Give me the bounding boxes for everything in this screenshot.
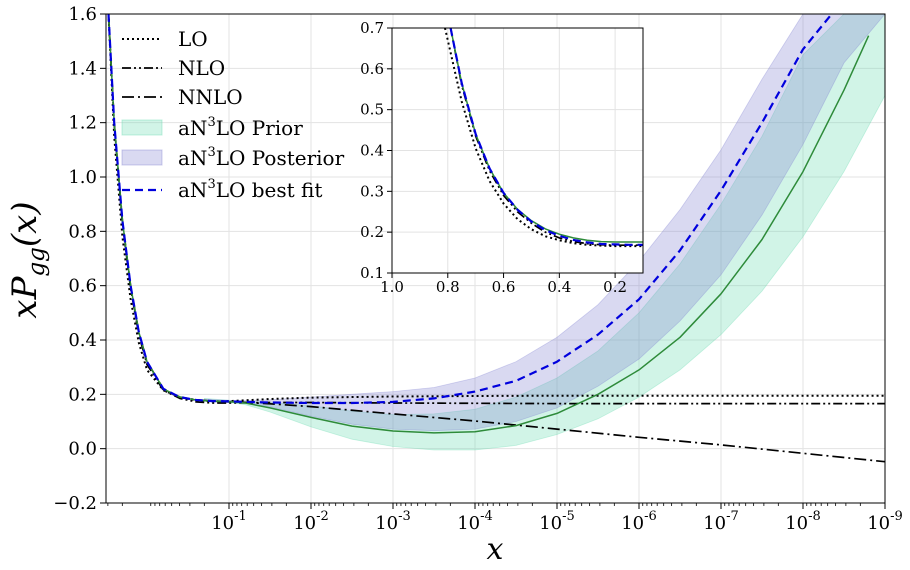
y-tick-label: −0.2 <box>53 493 97 514</box>
legend-label: NLO <box>178 56 225 80</box>
legend-label: aN3LO Prior <box>178 115 303 140</box>
legend-label-pre: aN <box>178 116 207 140</box>
x-tick-base: 10 <box>867 513 890 534</box>
legend-item-nnlo: NNLO <box>122 85 243 109</box>
inset-x-tick-label: 0.2 <box>603 278 627 296</box>
inset-y-tick-label: 0.4 <box>360 142 384 160</box>
legend-item-nlo: NLO <box>122 56 225 80</box>
y-tick-label: 1.2 <box>68 113 97 134</box>
legend-item-lo: LO <box>122 27 208 51</box>
x-tick-label: 10-9 <box>867 509 903 534</box>
inset-x-tick-label: 0.6 <box>492 278 516 296</box>
y-axis-title-sub: gg <box>24 247 50 276</box>
legend-label: LO <box>178 27 208 51</box>
x-tick-base: 10 <box>211 513 234 534</box>
legend-item-bestfit: aN3LO best fit <box>122 177 322 202</box>
legend-label-pre: aN <box>178 146 207 170</box>
x-tick-base: 10 <box>457 513 480 534</box>
legend-label-sup: 3 <box>207 177 215 192</box>
y-tick-label: 0.2 <box>68 384 97 405</box>
x-tick-label: 10-1 <box>211 509 247 534</box>
series-line-3 <box>107 14 870 434</box>
x-tick-label: 10-2 <box>293 509 329 534</box>
x-tick-label: 10-8 <box>785 509 821 534</box>
inset-y-tick-label: 0.2 <box>360 223 384 241</box>
x-tick-exp: -9 <box>890 509 903 524</box>
inset-y-tick-label: 0.1 <box>360 264 384 282</box>
inset-x-tick-label: 0.8 <box>436 278 460 296</box>
inset-lines <box>444 28 643 248</box>
band-1 <box>204 14 885 432</box>
inset-y-tick-label: 0.5 <box>360 101 384 119</box>
y-axis-title-main: xP <box>5 275 45 318</box>
main-bands <box>204 14 885 451</box>
y-tick-label: 1.4 <box>68 58 97 79</box>
y-tick-label: 0.8 <box>68 221 97 242</box>
legend-swatch <box>121 149 163 166</box>
x-tick-base: 10 <box>375 513 398 534</box>
legend-label-post: LO best fit <box>216 178 323 202</box>
inset-series-line-0 <box>444 28 643 248</box>
y-tick-label: 0.0 <box>68 439 97 460</box>
inset-y-tick-label: 0.3 <box>360 182 384 200</box>
x-tick-base: 10 <box>785 513 808 534</box>
legend-item-prior: aN3LO Prior <box>121 115 303 140</box>
y-axis-title: xPgg(x) <box>5 201 50 318</box>
band-0 <box>204 14 885 451</box>
x-tick-exp: -8 <box>808 509 821 524</box>
main-y-ticks: −0.2 0.0 0.2 0.4 0.6 0.8 1.0 1.2 1.4 1.6 <box>53 4 106 514</box>
x-tick-exp: -1 <box>234 509 247 524</box>
x-tick-exp: -4 <box>480 509 493 524</box>
x-axis-title: x <box>487 532 504 567</box>
x-tick-label: 10-6 <box>621 509 657 534</box>
x-tick-label: 10-7 <box>703 509 739 534</box>
y-tick-label: 1.6 <box>68 4 97 25</box>
legend-label: NNLO <box>178 85 243 109</box>
legend-label: aN3LO best fit <box>178 177 322 202</box>
legend-swatch <box>121 119 163 136</box>
x-tick-exp: -7 <box>726 509 739 524</box>
inset-y-tick-label: 0.7 <box>360 19 384 37</box>
x-tick-label: 10-5 <box>539 509 575 534</box>
legend-label-post: LO Posterior <box>216 146 345 170</box>
x-tick-label: 10-4 <box>457 509 493 534</box>
x-tick-exp: -6 <box>644 509 657 524</box>
legend-label-pre: aN <box>178 178 207 202</box>
x-tick-base: 10 <box>293 513 316 534</box>
x-tick-base: 10 <box>621 513 644 534</box>
inset-series-line-3 <box>449 28 643 246</box>
inset-x-ticks: 1.0 0.8 0.6 0.4 0.2 <box>380 273 627 296</box>
legend-label-sup: 3 <box>207 145 215 160</box>
main-x-ticks: 10-1 10-2 10-3 10-4 10-5 10-6 10-7 10-8 10-9 <box>107 503 903 534</box>
main-lines <box>107 14 885 463</box>
main-axes-frame <box>105 13 886 504</box>
x-tick-base: 10 <box>539 513 562 534</box>
x-tick-base: 10 <box>703 513 726 534</box>
inset-y-tick-label: 0.6 <box>360 60 384 78</box>
x-tick-exp: -2 <box>316 509 329 524</box>
series-line-4 <box>107 14 833 405</box>
y-axis-title-tail: (x) <box>5 201 45 247</box>
x-tick-exp: -3 <box>398 509 411 524</box>
x-tick-exp: -5 <box>562 509 575 524</box>
inset-y-ticks: 0.1 0.2 0.3 0.4 0.5 0.6 0.7 <box>360 19 392 282</box>
y-tick-label: 1.0 <box>68 167 97 188</box>
y-tick-label: 0.6 <box>68 276 97 297</box>
legend-label: aN3LO Posterior <box>178 145 345 170</box>
legend-label-post: LO Prior <box>216 116 303 140</box>
inset-x-tick-label: 1.0 <box>380 278 404 296</box>
series-line-0 <box>107 14 885 403</box>
inset-x-tick-label: 0.4 <box>547 278 571 296</box>
legend-label-sup: 3 <box>207 115 215 130</box>
x-tick-label: 10-3 <box>375 509 411 534</box>
legend-item-posterior: aN3LO Posterior <box>121 145 345 170</box>
y-tick-label: 0.4 <box>68 330 97 351</box>
